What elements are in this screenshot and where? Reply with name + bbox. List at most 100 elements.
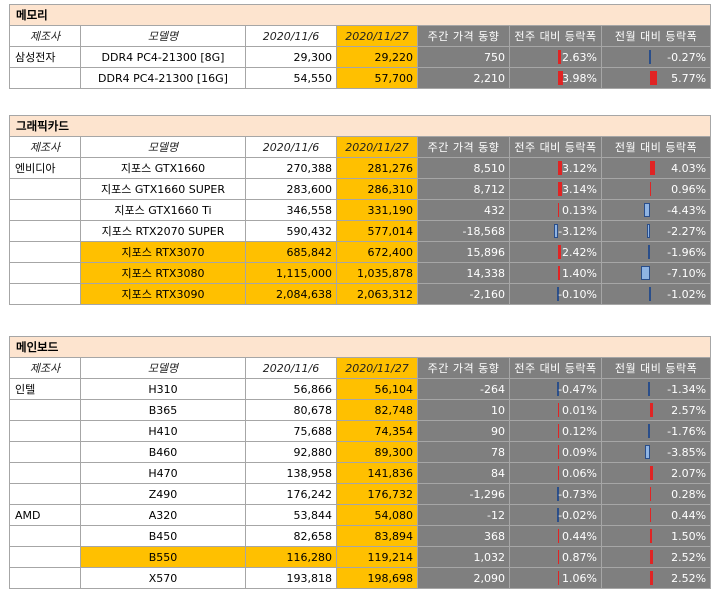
price-date-1-cell: 82,658 xyxy=(245,525,337,547)
maker-cell xyxy=(9,546,81,568)
model-cell: A320 xyxy=(80,504,246,526)
mom-pct-cell: 2.52% xyxy=(600,567,712,589)
table-row: B460 92,880 89,300 78 0.09% -3.85% xyxy=(9,441,712,463)
maker-cell xyxy=(9,241,81,263)
increase-bar xyxy=(558,71,563,85)
price-date-2-cell: 2,063,312 xyxy=(336,283,418,305)
price-date-1-cell: 2,084,638 xyxy=(245,283,337,305)
weekly-change-cell: -18,568 xyxy=(417,220,510,242)
price-date-2-cell: 29,220 xyxy=(336,46,418,68)
maker-cell: 삼성전자 xyxy=(9,46,81,68)
wow-pct-cell: 0.44% xyxy=(509,525,602,547)
price-date-2-cell: 331,190 xyxy=(336,199,418,221)
table-row: B365 80,678 82,748 10 0.01% 2.57% xyxy=(9,399,712,421)
price-date-2-cell: 89,300 xyxy=(336,441,418,463)
wow-pct-cell: 0.87% xyxy=(509,546,602,568)
increase-bar xyxy=(558,424,559,438)
maker-cell xyxy=(9,420,81,442)
mom-pct-cell-value: 2.52% xyxy=(671,571,707,585)
mom-pct-cell: -0.27% xyxy=(600,46,712,68)
price-date-2-cell: 198,698 xyxy=(336,567,418,589)
increase-bar xyxy=(558,50,561,64)
price-date-1-cell: 176,242 xyxy=(245,483,337,505)
price-date-1-cell: 116,280 xyxy=(245,546,337,568)
weekly-change-cell: 15,896 xyxy=(417,241,510,263)
header-date-2: 2020/11/27 xyxy=(336,136,418,158)
mom-pct-cell-value: 2.52% xyxy=(671,550,707,564)
header-date-2: 2020/11/27 xyxy=(336,357,418,379)
mom-pct-cell-value: 1.50% xyxy=(671,529,707,543)
model-cell: H470 xyxy=(80,462,246,484)
maker-cell xyxy=(9,399,81,421)
wow-pct-cell-value: 3.98% xyxy=(562,71,597,85)
weekly-change-cell: 90 xyxy=(417,420,510,442)
wow-pct-cell-value: 0.44% xyxy=(562,529,597,543)
section-title-row: 그래픽카드 xyxy=(8,115,712,137)
price-date-2-cell: 577,014 xyxy=(336,220,418,242)
decrease-bar xyxy=(648,382,650,396)
mom-pct-cell-value: 5.77% xyxy=(671,71,707,85)
weekly-change-cell: -2,160 xyxy=(417,283,510,305)
table-row: 지포스 RTX3070 685,842 672,400 15,896 2.42% -1.9… xyxy=(9,241,712,263)
table-row: B550 116,280 119,214 1,032 0.87% 2.52% xyxy=(9,546,712,568)
price-date-1-cell: 1,115,000 xyxy=(245,262,337,284)
weekly-change-cell: -12 xyxy=(417,504,510,526)
wow-pct-cell: 1.06% xyxy=(509,567,602,589)
price-date-2-cell: 281,276 xyxy=(336,157,418,179)
table-row: 지포스 GTX1660 SUPER 283,600 286,310 8,712 3.14… xyxy=(9,178,712,200)
wow-pct-cell-value: 0.01% xyxy=(562,403,597,417)
maker-cell xyxy=(9,220,81,242)
mom-pct-cell-value: -1.76% xyxy=(667,424,707,438)
increase-bar xyxy=(558,245,561,259)
header-model: 모델명 xyxy=(80,136,246,158)
mom-pct-cell-value: -1.02% xyxy=(667,287,707,301)
maker-cell: 엔비디아 xyxy=(9,157,81,179)
maker-cell xyxy=(9,525,81,547)
weekly-change-cell: 1,032 xyxy=(417,546,510,568)
decrease-bar xyxy=(557,382,559,396)
wow-pct-cell-value: 2.42% xyxy=(562,245,597,259)
table-row: 지포스 GTX1660 Ti 346,558 331,190 432 0.13% -4.4… xyxy=(9,199,712,221)
price-table: 메모리 제조사 모델명 2020/11/6 2020/11/27 주간 가격 동향 전주 대… xyxy=(8,4,712,89)
decrease-bar xyxy=(557,508,559,522)
mom-pct-cell-value: -3.85% xyxy=(667,445,707,459)
wow-pct-cell: -0.73% xyxy=(509,483,602,505)
mom-pct-cell: -1.34% xyxy=(600,378,712,400)
model-cell: Z490 xyxy=(80,483,246,505)
table-row: 삼성전자 DDR4 PC4-21300 [8G] 29,300 29,220 750 2.… xyxy=(9,46,712,68)
wow-pct-cell: 0.06% xyxy=(509,462,602,484)
mainboard-section: 메인보드 제조사 모델명 2020/11/6 2020/11/27 주간 가격 동향 전주 … xyxy=(8,336,712,589)
maker-cell xyxy=(9,462,81,484)
model-cell: 지포스 RTX3090 xyxy=(80,283,246,305)
price-date-1-cell: 92,880 xyxy=(245,441,337,463)
price-date-1-cell: 75,688 xyxy=(245,420,337,442)
mom-pct-cell-value: 2.07% xyxy=(671,466,707,480)
mom-pct-cell: 5.77% xyxy=(600,67,712,89)
price-date-1-cell: 193,818 xyxy=(245,567,337,589)
price-table: 메인보드 제조사 모델명 2020/11/6 2020/11/27 주간 가격 동향 전주 … xyxy=(8,336,712,589)
increase-bar xyxy=(650,182,651,196)
table-row: AMD A320 53,844 54,080 -12 -0.02% 0.44% xyxy=(9,504,712,526)
header-mom-pct: 전월 대비 등락폭 xyxy=(600,136,712,158)
section-title-row: 메모리 xyxy=(8,4,712,26)
decrease-bar xyxy=(557,287,559,301)
weekly-change-cell: 432 xyxy=(417,199,510,221)
wow-pct-cell-value: 0.13% xyxy=(562,203,597,217)
model-cell: B460 xyxy=(80,441,246,463)
wow-pct-cell-value: 0.87% xyxy=(562,550,597,564)
wow-pct-cell: 0.09% xyxy=(509,441,602,463)
table-row: H470 138,958 141,836 84 0.06% 2.07% xyxy=(9,462,712,484)
mom-pct-cell-value: 0.44% xyxy=(671,508,707,522)
price-date-2-cell: 286,310 xyxy=(336,178,418,200)
weekly-change-cell: 8,510 xyxy=(417,157,510,179)
weekly-change-cell: 750 xyxy=(417,46,510,68)
wow-pct-cell-value: 3.12% xyxy=(562,161,597,175)
wow-pct-cell-value: 0.12% xyxy=(562,424,597,438)
model-cell: B450 xyxy=(80,525,246,547)
maker-cell xyxy=(9,483,81,505)
increase-bar xyxy=(558,466,559,480)
wow-pct-cell-value: 0.06% xyxy=(562,466,597,480)
model-cell: H410 xyxy=(80,420,246,442)
wow-pct-cell-value: 1.40% xyxy=(562,266,597,280)
weekly-change-cell: -264 xyxy=(417,378,510,400)
